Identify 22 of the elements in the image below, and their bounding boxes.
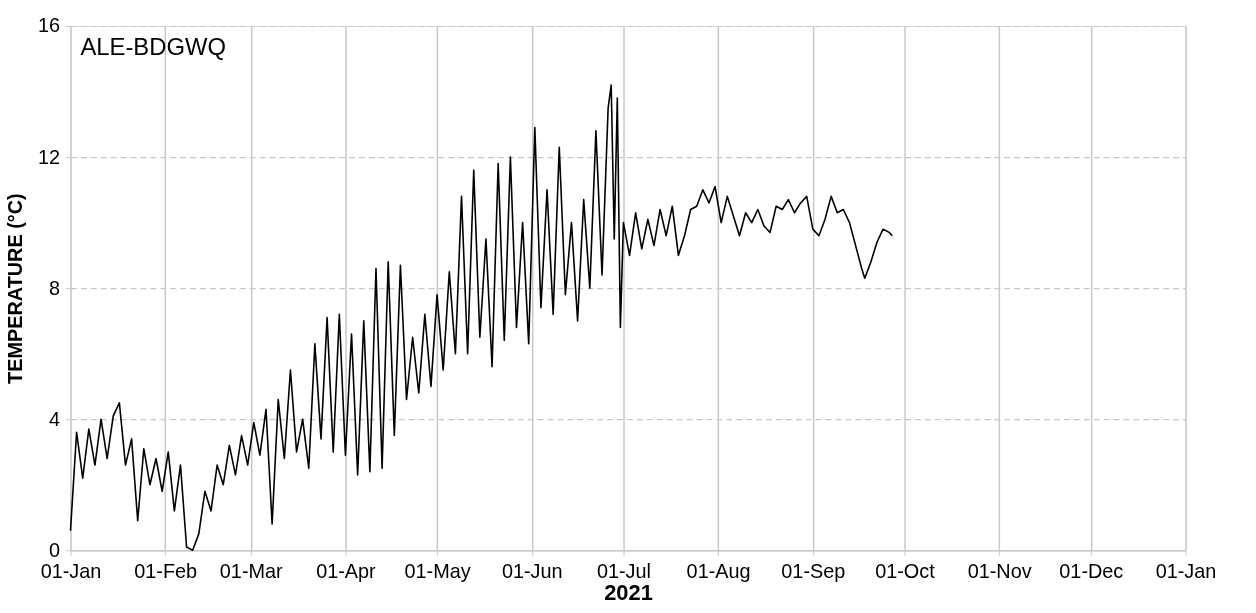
x-tick-label: 01-May — [404, 559, 471, 582]
y-tick-label: 8 — [49, 276, 61, 299]
x-tick-label: 01-Nov — [967, 559, 1032, 582]
y-axis-title: TEMPERATURE (°C) — [4, 193, 27, 384]
x-tick-label: 01-Dec — [1059, 559, 1124, 582]
x-tick-label: 01-Jul — [596, 559, 651, 582]
y-tick-label: 16 — [37, 14, 61, 37]
x-tick-label: 01-Jan — [1155, 559, 1217, 582]
annotation: ALE-BDGWQ — [80, 32, 226, 60]
y-tick-label: 0 — [49, 538, 61, 561]
x-tick-label: 01-Sep — [781, 559, 846, 582]
line-series — [69, 84, 894, 552]
x-tick-label: 01-Oct — [875, 559, 936, 582]
x-tick-label: 01-Aug — [686, 559, 751, 582]
y-tick-label: 4 — [49, 407, 61, 430]
x-axis-title: 2021 — [604, 580, 653, 606]
x-tick-label: 01-Jun — [501, 559, 563, 582]
x-tick-label: 01-Apr — [316, 559, 377, 582]
x-tick-label: 01-Jan — [40, 559, 102, 582]
x-tick-label: 01-Mar — [219, 559, 284, 582]
y-tick-label: 12 — [37, 145, 61, 168]
x-tick-label: 01-Feb — [134, 559, 198, 582]
